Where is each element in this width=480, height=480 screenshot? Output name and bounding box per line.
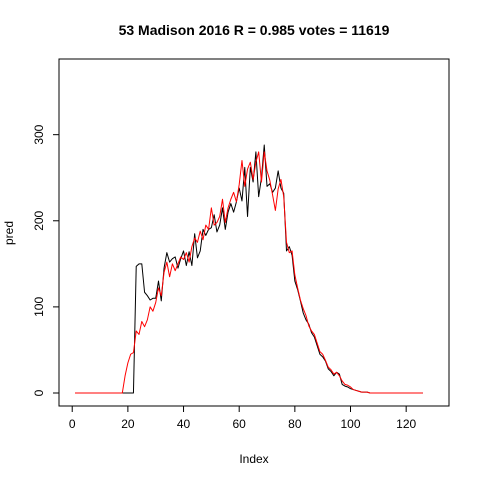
x-tick-label: 100: [340, 417, 360, 431]
x-tick-label: 120: [396, 417, 416, 431]
y-axis: 0 100 200 300: [32, 124, 59, 396]
y-tick-label: 300: [32, 124, 46, 144]
x-tick-label: 20: [121, 417, 135, 431]
plot-frame: [58, 58, 450, 407]
x-tick-label: 0: [69, 417, 76, 431]
x-tick-label: 40: [177, 417, 191, 431]
series-line-red: [75, 151, 423, 394]
x-axis: 0 20 40 60 80 100 120: [69, 406, 417, 431]
y-tick-label: 0: [32, 389, 46, 396]
x-tick-label: 60: [233, 417, 247, 431]
chart-title: 53 Madison 2016 R = 0.985 votes = 11619: [119, 22, 390, 38]
series-line-black: [75, 144, 423, 394]
y-tick-label: 100: [32, 297, 46, 317]
x-tick-label: 80: [288, 417, 302, 431]
y-tick-label: 200: [32, 210, 46, 230]
x-axis-label: Index: [239, 452, 268, 466]
y-axis-label: pred: [2, 221, 16, 245]
series-layer: [75, 144, 423, 394]
